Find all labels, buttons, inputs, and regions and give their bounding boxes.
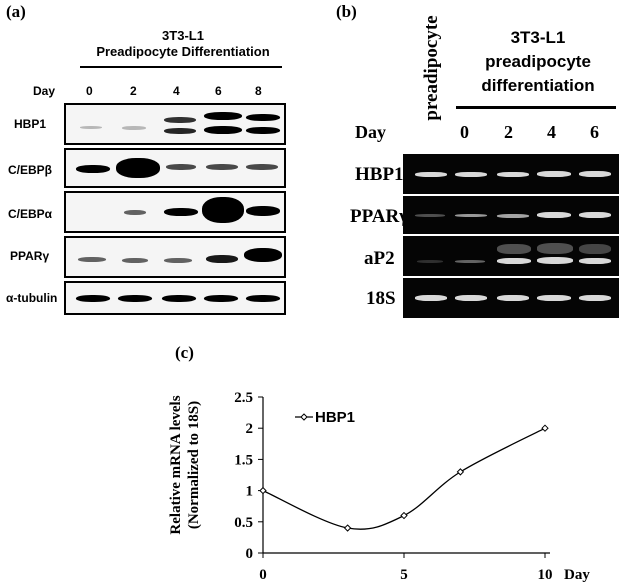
blot-cebpb [64,148,286,188]
panel-b-rotated-label-box: preadipocyte [418,4,446,136]
panel-b-row-pparg: PPARγ [350,206,409,227]
panel-b-header-rule [456,106,616,109]
panel-a-row-cebpa: C/EBPα [8,207,53,221]
x-tick-label: 5 [400,567,408,583]
gel-pparg [403,196,619,234]
panel-b-day-0: 0 [460,122,469,142]
panel-a-row-cebpb: C/EBPβ [8,163,52,177]
gel-ap2 [403,236,619,276]
gel-18s [403,278,619,318]
data-point-marker [259,486,267,495]
gel-hbp1 [403,154,619,194]
legend-label-hbp1: HBP1 [315,409,355,426]
x-axis-label: Day [564,567,590,583]
panel-b-day-2: 2 [504,122,513,142]
panel-b-header-line3: differentiation [481,76,595,95]
panel-a-day-6: 6 [215,84,222,98]
panel-a-header-rule [80,66,282,68]
panel-a-day-4: 4 [173,84,180,98]
panel-a-day-2: 2 [130,84,137,98]
blot-pparg [64,236,286,278]
panel-b-header: 3T3-L1 preadipocyte differentiation [452,26,623,98]
panel-b-row-18s: 18S [366,288,396,309]
panel-a-row-tubulin: α-tubulin [6,291,58,305]
data-point-marker [456,468,465,476]
panel-b-row-ap2: aP2 [364,248,395,269]
panel-b-day-label: Day [355,122,386,142]
panel-b-header-line1: 3T3-L1 [510,28,566,47]
panel-b-header-line2: preadipocyte [485,52,591,71]
panel-a-header-line2: Preadipocyte Differentiation [96,44,270,59]
y-tick-label: 2.5 [234,390,253,406]
blot-hbp1 [64,103,286,145]
y-axis-label-line2: (Normalized to 18S) [186,401,202,529]
x-tick-label: 0 [259,567,267,583]
panel-b-row-hbp1: HBP1 [355,164,404,185]
panel-a-label: (a) [6,2,26,21]
data-point-marker [343,524,352,532]
x-tick-label: 10 [538,567,553,583]
panel-b-label: (b) [336,2,357,21]
panel-a-row-ppar: PPARγ [10,249,50,263]
y-tick-label: 1.5 [234,452,253,468]
panel-a-day-0: 0 [86,84,93,98]
blot-tubulin [64,281,286,315]
panel-a-day-label: Day [33,84,56,98]
panel-b-day-4: 4 [547,122,556,142]
y-tick-label: 0 [246,546,254,562]
panel-b-day-6: 6 [590,122,599,142]
hbp1-line-chart: 0 0.5 1 1.5 2 2.5 0 5 10 Day Relative mRNA levels(… [168,390,590,583]
panel-a-day-8: 8 [255,84,262,98]
panel-a-row-hbp1: HBP1 [14,117,47,131]
blot-cebpa [64,191,286,233]
y-tick-label: 2 [246,421,254,437]
panel-a-header-line1: 3T3-L1 [162,28,204,43]
panel-c-label: (c) [175,343,194,362]
data-point-marker [400,511,408,520]
y-tick-label: 1 [246,484,254,500]
y-axis-label-line1: Relative mRNA levels [168,395,184,534]
panel-a-header: 3T3-L1 Preadipocyte Differentiation [78,28,288,60]
panel-b-rotated-label: preadipocyte [421,15,442,121]
data-point-marker [541,424,549,432]
y-tick-label: 0.5 [234,515,253,531]
legend-marker-hbp1 [300,413,308,421]
